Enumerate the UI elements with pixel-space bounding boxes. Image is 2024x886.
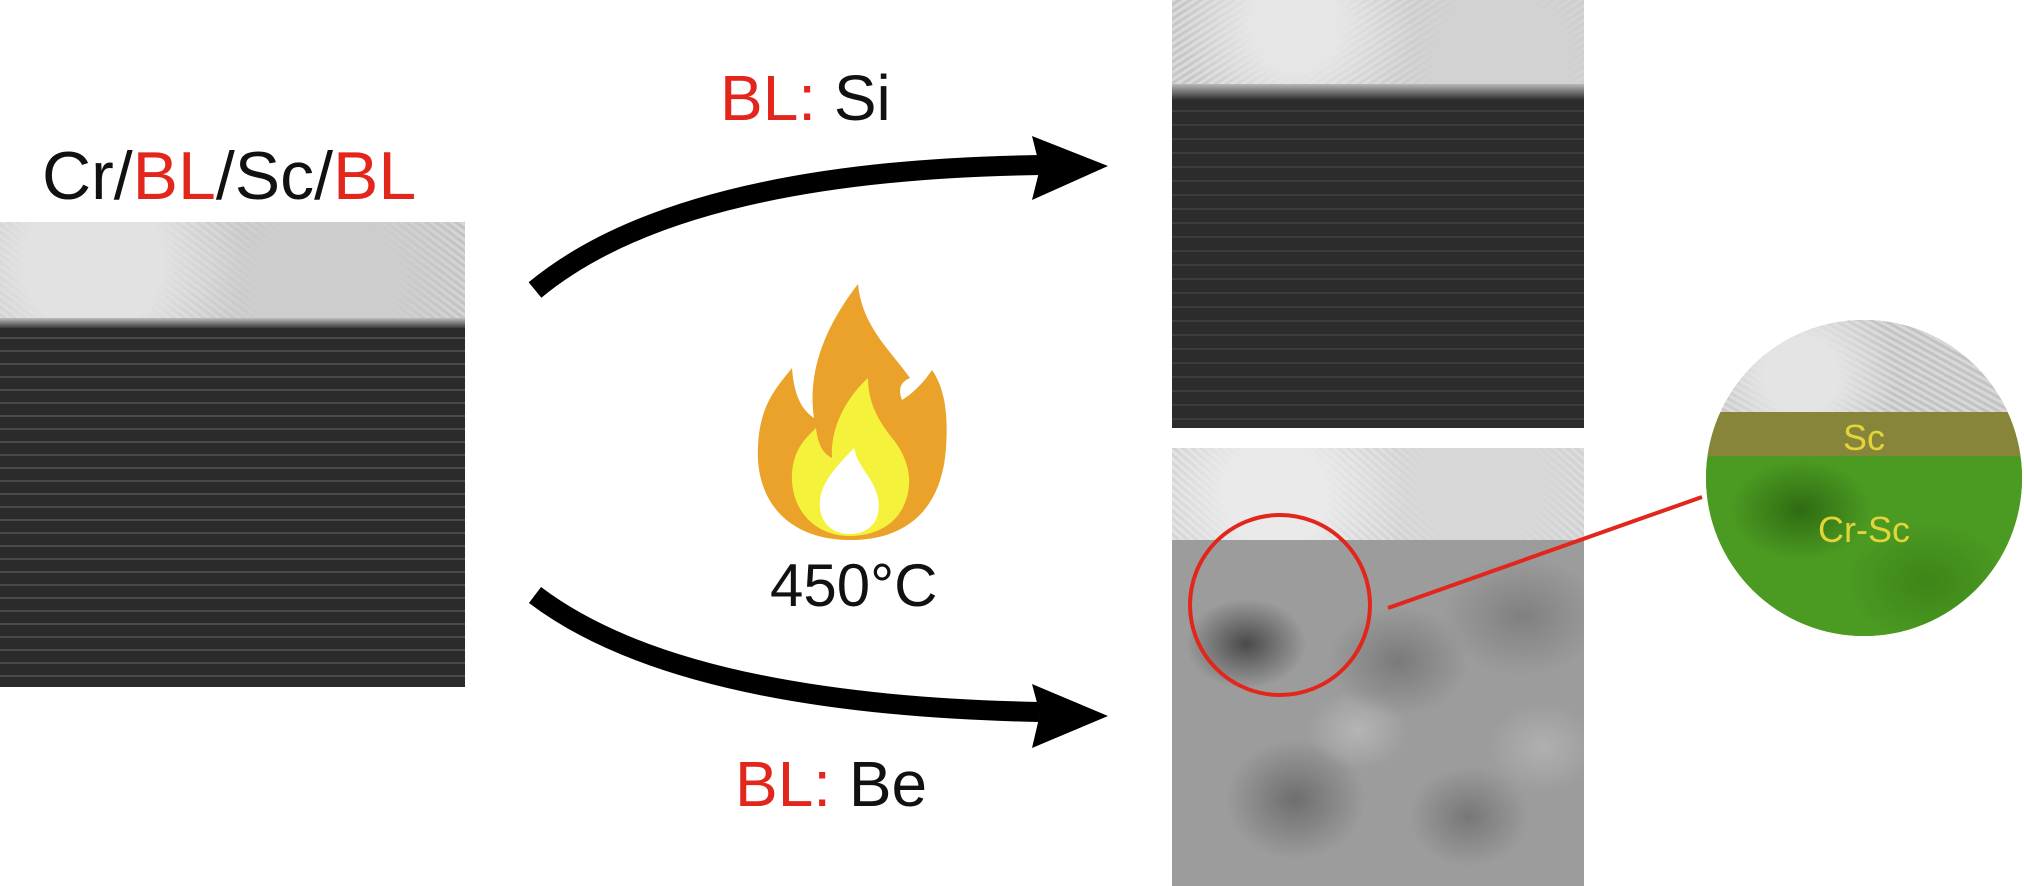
bl-element-be: Be: [848, 748, 928, 820]
top-branch-label: BL: Si: [720, 66, 891, 130]
title-cr: Cr/: [42, 138, 133, 214]
arrow-head-bottom: [1032, 684, 1108, 748]
inset-label-sc: Sc: [1842, 417, 1885, 458]
zoom-connector-line: [1387, 495, 1703, 610]
capping-region: [0, 222, 465, 320]
inset-label-cr-sc: Cr-Sc: [1818, 509, 1910, 550]
interface-edge: [1172, 84, 1584, 100]
capping-region: [1172, 0, 1584, 86]
tem-image-be-barrier: [1172, 448, 1584, 886]
bl-prefix-top: BL:: [720, 62, 817, 134]
flame-icon: [757, 284, 947, 540]
bl-prefix-bottom: BL:: [735, 748, 832, 820]
anneal-temperature: 450°C: [770, 552, 938, 619]
multilayer-title: Cr/BL/Sc/BL: [42, 142, 416, 210]
title-bl-1: BL: [132, 138, 216, 214]
inset-sc-layer: [1706, 412, 2022, 456]
title-bl-2: BL: [332, 138, 417, 214]
inset-capping-region: [1706, 320, 2022, 412]
arrow-to-be-result: [528, 587, 1041, 722]
arrow-head-top: [1032, 136, 1108, 200]
intermixed-region: [1172, 540, 1584, 886]
tem-image-si-barrier: [1172, 0, 1584, 428]
bottom-branch-label: BL: Be: [735, 752, 927, 816]
arrow-to-si-result: [528, 155, 1041, 298]
highlight-circle: [1188, 513, 1372, 697]
interface-edge: [0, 318, 465, 328]
inset-cr-sc-layer: [1706, 456, 2022, 636]
zoom-inset: Sc Cr-Sc: [1706, 320, 2022, 636]
periodic-multilayer: [1172, 100, 1584, 428]
bl-element-si: Si: [833, 62, 891, 134]
periodic-multilayer: [0, 328, 465, 687]
tem-image-as-deposited: [0, 222, 465, 687]
title-sc: /Sc/: [215, 138, 333, 214]
